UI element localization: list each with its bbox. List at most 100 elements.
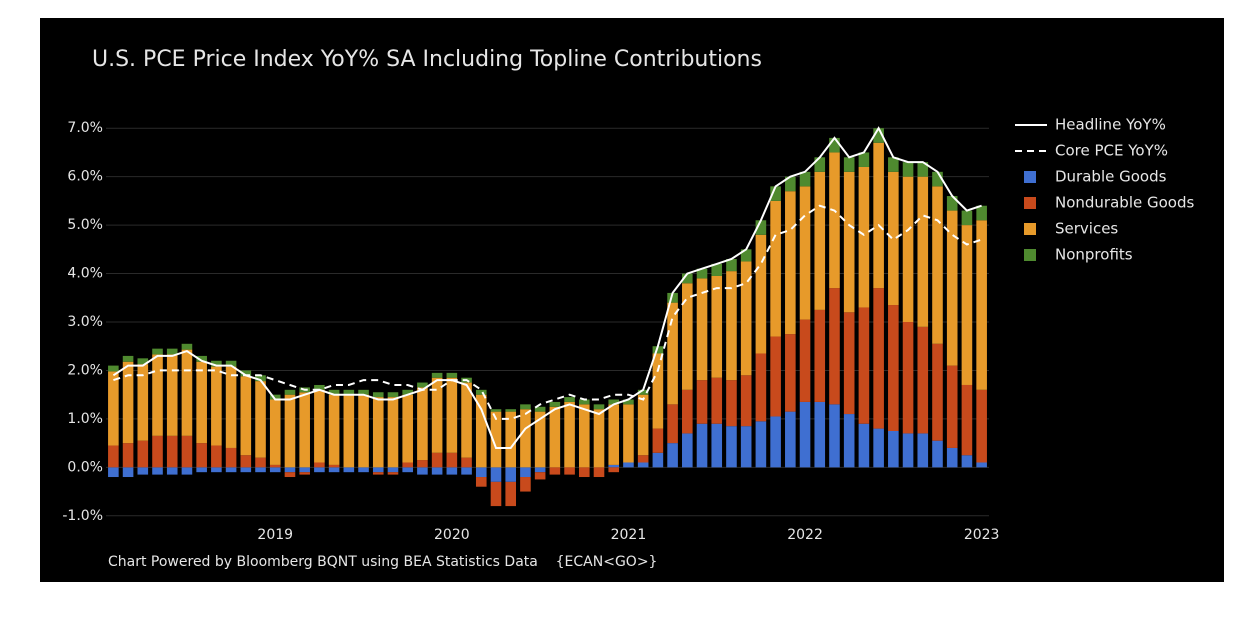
bar-segment <box>490 481 502 507</box>
bar-segment <box>137 358 149 365</box>
bar-segment <box>549 401 561 407</box>
bar-segment <box>785 191 796 335</box>
bar-segment <box>299 472 310 475</box>
bar-segment <box>137 364 149 441</box>
bar-segment <box>917 162 929 177</box>
bar-segment <box>211 366 222 446</box>
line-series <box>113 204 982 420</box>
bar-segment <box>770 416 781 468</box>
bar-segment <box>152 354 163 436</box>
bar-segment <box>372 472 384 475</box>
bar-segment <box>858 152 870 167</box>
bar-segment <box>711 263 723 276</box>
bar-segment <box>623 404 634 463</box>
bar-segment <box>520 409 531 468</box>
bar-segment <box>785 176 796 192</box>
bar-segment <box>461 457 472 468</box>
bar-segment <box>682 433 693 468</box>
bar-segment <box>402 462 413 468</box>
bar-segment <box>829 404 840 468</box>
x-tick-label: 2019 <box>257 527 293 543</box>
bar-segment <box>755 220 767 235</box>
bar-segment <box>770 200 781 337</box>
bar-segment <box>240 467 252 473</box>
legend-label: Headline YoY% <box>1055 116 1166 134</box>
legend-label: Core PCE YoY% <box>1055 142 1168 160</box>
bar-segment <box>446 372 458 378</box>
bar-segment <box>726 426 737 468</box>
bar-segment <box>358 394 369 468</box>
bar-segment <box>652 428 664 453</box>
bar-segment <box>637 389 649 395</box>
bar-segment <box>284 389 296 395</box>
bar-segment <box>637 394 649 456</box>
bar-segment <box>652 452 664 468</box>
y-tick-label: 0.0% <box>67 459 103 475</box>
bar-segment <box>961 455 973 468</box>
bar-segment <box>740 261 752 376</box>
bar-segment <box>740 426 752 468</box>
bar-segment <box>225 447 237 468</box>
bar-segment <box>166 348 178 355</box>
bar-segment <box>343 467 355 473</box>
bar-segment <box>534 411 546 468</box>
chart-background <box>40 18 1224 582</box>
bar-segment <box>181 343 193 350</box>
bar-segment <box>593 467 605 478</box>
bar-segment <box>240 455 252 468</box>
bar-segment <box>225 366 237 448</box>
bar-segment <box>534 467 546 473</box>
legend-swatch <box>1024 171 1036 183</box>
bar-segment <box>196 355 207 362</box>
bar-segment <box>166 354 178 436</box>
bar-segment <box>284 394 296 468</box>
bar-segment <box>387 397 399 468</box>
bar-segment <box>946 210 958 366</box>
bar-segment <box>799 171 811 187</box>
bar-segment <box>314 462 325 468</box>
y-tick-label: 6.0% <box>67 169 103 185</box>
bar-segment <box>166 467 178 475</box>
bar-segment <box>902 162 914 177</box>
bar-segment <box>475 394 487 468</box>
bar-segment <box>873 142 884 289</box>
bar-segment <box>108 365 119 372</box>
bar-segment <box>917 326 929 434</box>
bar-segment <box>902 433 914 468</box>
x-tick-label: 2021 <box>611 527 647 543</box>
bar-segment <box>255 381 266 458</box>
bar-segment <box>328 467 340 473</box>
bar-segment <box>520 404 531 410</box>
bar-segment <box>593 409 605 468</box>
bar-segment <box>888 171 899 306</box>
bar-segment <box>652 346 664 354</box>
bar-segment <box>873 128 884 143</box>
bar-segment <box>608 464 620 468</box>
bar-segment <box>711 377 723 424</box>
bar-segment <box>446 467 458 475</box>
bar-segment <box>814 401 826 468</box>
legend-label: Durable Goods <box>1055 168 1167 186</box>
y-tick-label: 2.0% <box>67 362 103 378</box>
bar-segment <box>240 370 252 377</box>
y-tick-label: 1.0% <box>67 411 103 427</box>
bar-segment <box>843 414 855 468</box>
legend-swatch <box>1024 249 1036 261</box>
bar-segment <box>534 472 546 480</box>
bar-segment <box>299 392 310 468</box>
bar-segment <box>637 455 649 463</box>
bar-segment <box>858 423 870 468</box>
bar-segment <box>372 397 384 468</box>
bar-segment <box>181 349 193 436</box>
bar-segment <box>858 166 870 308</box>
bar-segment <box>255 457 266 468</box>
bar-segment <box>225 467 237 473</box>
bar-segment <box>269 467 281 473</box>
bar-segment <box>269 464 281 468</box>
bar-segment <box>667 302 678 405</box>
bar-segment <box>402 394 413 463</box>
bar-segment <box>696 278 708 381</box>
bar-segment <box>137 440 149 468</box>
bar-segment <box>387 472 399 475</box>
bar-segment <box>593 404 605 410</box>
